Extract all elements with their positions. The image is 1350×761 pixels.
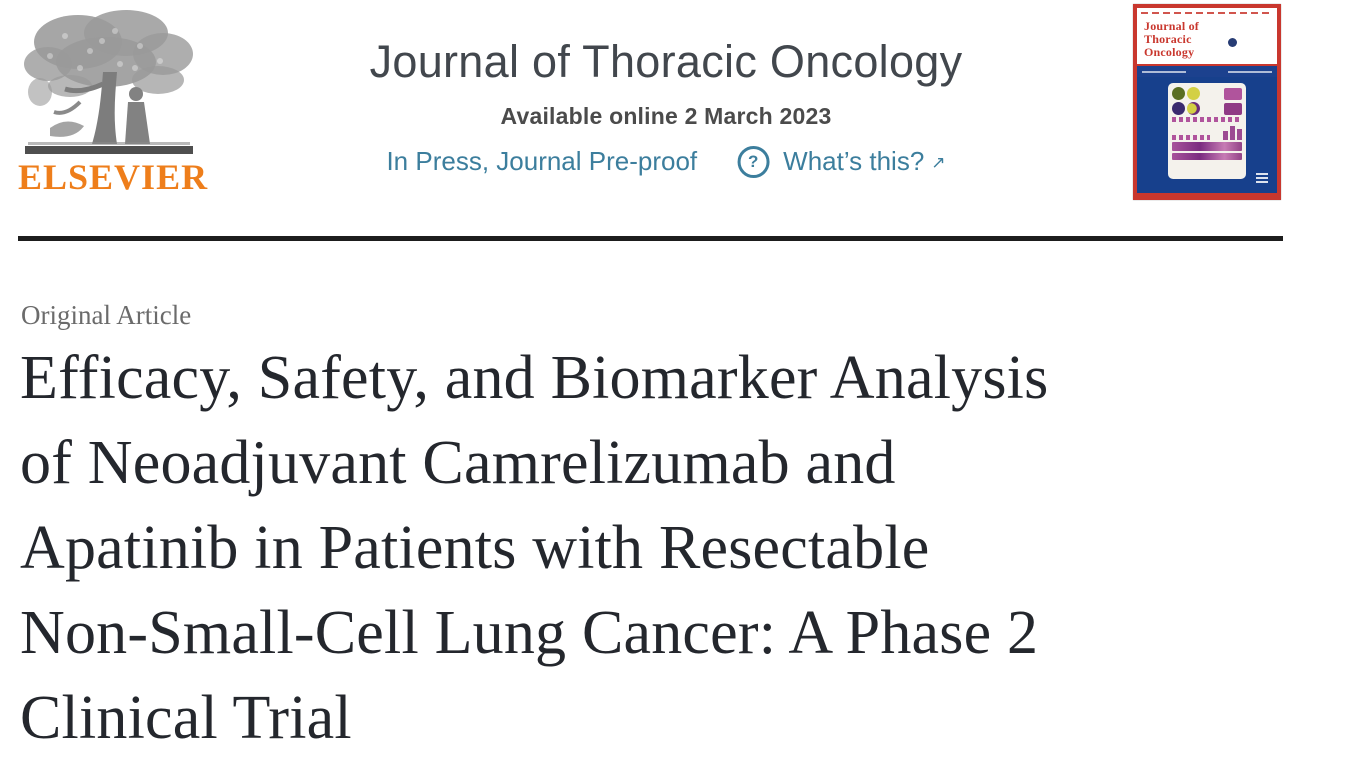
article-title-line: Non-Small-Cell Lung Cancer: A Phase 2 bbox=[20, 599, 1039, 667]
header-divider bbox=[18, 236, 1283, 241]
available-online-date: Available online 2 March 2023 bbox=[500, 102, 832, 129]
band-text-decoration bbox=[1142, 70, 1187, 73]
cover-title-line: Thoracic bbox=[1144, 32, 1192, 46]
whats-this-label: What’s this? bbox=[783, 146, 925, 177]
emblem-dot bbox=[1228, 38, 1237, 48]
help-icon[interactable]: ? bbox=[737, 145, 770, 178]
elsevier-wordmark: ELSEVIER bbox=[18, 157, 209, 197]
whats-this-link[interactable]: What’s this? ↗ bbox=[783, 146, 945, 177]
cover-inner: Journal of Thoracic Oncology bbox=[1137, 8, 1277, 193]
cover-top-strip bbox=[1137, 8, 1277, 17]
preproof-links-row: In Press, Journal Pre-proof ? What’s thi… bbox=[370, 145, 963, 178]
band-text-decoration bbox=[1227, 70, 1272, 73]
cover-masthead: Journal of Thoracic Oncology bbox=[1137, 17, 1277, 64]
cover-publisher-mark bbox=[1256, 171, 1268, 185]
cover-band bbox=[1137, 64, 1277, 77]
elsevier-tree-icon bbox=[18, 6, 200, 156]
cover-society-emblem bbox=[1228, 34, 1270, 52]
article-title: Efficacy, Safety, and Biomarker Analysis… bbox=[20, 336, 1320, 761]
journal-header: Journal of Thoracic Oncology Available o… bbox=[370, 36, 963, 178]
article-type-label: Original Article bbox=[21, 300, 192, 330]
cover-title-line: Oncology bbox=[1144, 45, 1195, 59]
cover-figure-panel bbox=[1168, 83, 1246, 179]
elsevier-logo[interactable]: ELSEVIER bbox=[18, 6, 209, 197]
article-title-line: of Neoadjuvant Camrelizumab and bbox=[20, 429, 896, 497]
in-press-link[interactable]: In Press, Journal Pre-proof bbox=[386, 146, 698, 177]
article-title-line: Efficacy, Safety, and Biomarker Analysis bbox=[20, 344, 1049, 412]
cover-title-line: Journal of bbox=[1144, 19, 1200, 33]
article-title-line: Apatinib in Patients with Resectable bbox=[20, 514, 930, 582]
article-title-line: Clinical Trial bbox=[20, 684, 352, 752]
journal-title-link[interactable]: Journal of Thoracic Oncology bbox=[369, 36, 963, 87]
journal-cover-thumbnail[interactable]: Journal of Thoracic Oncology bbox=[1133, 4, 1281, 200]
cover-body bbox=[1137, 77, 1277, 193]
external-link-icon: ↗ bbox=[931, 153, 946, 173]
cover-top-text-decoration bbox=[1141, 11, 1273, 14]
